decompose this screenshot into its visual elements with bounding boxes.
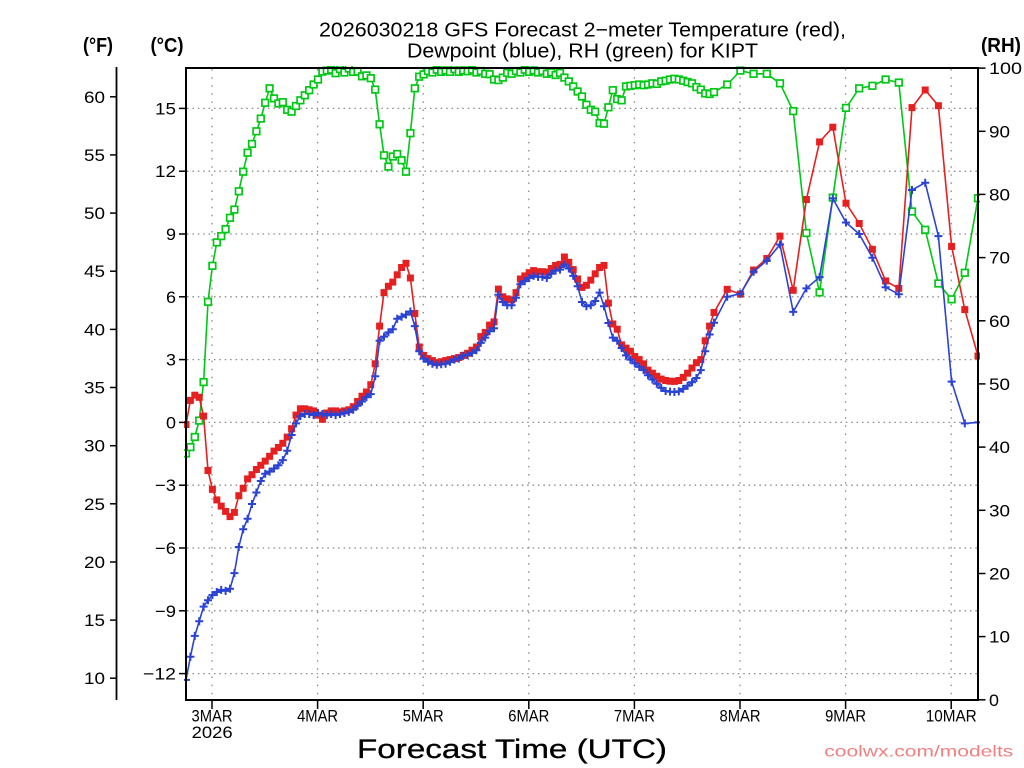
svg-text:10MAR: 10MAR bbox=[926, 706, 977, 725]
svg-text:15: 15 bbox=[155, 99, 176, 118]
svg-text:40: 40 bbox=[989, 438, 1010, 457]
svg-text:coolwx.com/modelts: coolwx.com/modelts bbox=[824, 744, 1013, 761]
svg-text:35: 35 bbox=[84, 379, 105, 398]
svg-text:4MAR: 4MAR bbox=[297, 706, 338, 725]
svg-text:15: 15 bbox=[84, 611, 105, 630]
svg-text:3MAR: 3MAR bbox=[192, 706, 233, 725]
svg-text:60: 60 bbox=[989, 312, 1010, 331]
svg-text:2026: 2026 bbox=[192, 723, 233, 742]
svg-text:80: 80 bbox=[989, 185, 1010, 204]
svg-text:20: 20 bbox=[84, 553, 105, 572]
svg-text:30: 30 bbox=[84, 437, 105, 456]
svg-text:50: 50 bbox=[84, 204, 105, 223]
svg-text:25: 25 bbox=[84, 495, 105, 514]
svg-text:6MAR: 6MAR bbox=[508, 706, 549, 725]
svg-text:3: 3 bbox=[166, 351, 176, 370]
svg-text:Dewpoint (blue), RH (green) fo: Dewpoint (blue), RH (green) for KIPT bbox=[407, 41, 758, 63]
svg-text:(°C): (°C) bbox=[151, 35, 184, 57]
svg-text:10: 10 bbox=[84, 669, 105, 688]
svg-text:9MAR: 9MAR bbox=[825, 706, 866, 725]
svg-text:30: 30 bbox=[989, 501, 1010, 520]
svg-text:6: 6 bbox=[166, 288, 176, 307]
svg-text:100: 100 bbox=[989, 59, 1022, 78]
svg-text:50: 50 bbox=[989, 375, 1010, 394]
svg-text:(°F): (°F) bbox=[83, 35, 113, 57]
svg-text:10: 10 bbox=[989, 628, 1010, 647]
svg-text:−6: −6 bbox=[155, 539, 176, 558]
svg-text:45: 45 bbox=[84, 262, 105, 281]
svg-text:0: 0 bbox=[166, 413, 176, 432]
svg-text:40: 40 bbox=[84, 320, 105, 339]
svg-text:−3: −3 bbox=[155, 476, 176, 495]
svg-text:55: 55 bbox=[84, 146, 105, 165]
svg-text:2026030218 GFS Forecast 2−mete: 2026030218 GFS Forecast 2−meter Temperat… bbox=[319, 20, 846, 42]
svg-text:8MAR: 8MAR bbox=[720, 706, 761, 725]
svg-text:−9: −9 bbox=[155, 602, 176, 621]
svg-text:−12: −12 bbox=[143, 665, 176, 684]
svg-text:Forecast Time (UTC): Forecast Time (UTC) bbox=[357, 734, 667, 764]
svg-text:7MAR: 7MAR bbox=[614, 706, 655, 725]
svg-text:0: 0 bbox=[989, 691, 999, 710]
svg-text:(RH): (RH) bbox=[981, 35, 1021, 57]
svg-text:20: 20 bbox=[989, 564, 1010, 583]
svg-text:90: 90 bbox=[989, 122, 1010, 141]
svg-text:60: 60 bbox=[84, 88, 105, 107]
svg-text:70: 70 bbox=[989, 249, 1010, 268]
svg-text:12: 12 bbox=[155, 162, 176, 181]
svg-text:9: 9 bbox=[166, 225, 176, 244]
svg-text:5MAR: 5MAR bbox=[403, 706, 444, 725]
